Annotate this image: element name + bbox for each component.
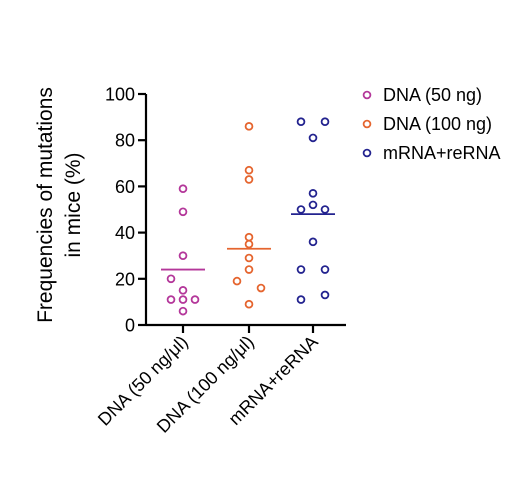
data-point-s2-3 [244,175,254,184]
data-point-s1-1 [178,184,188,194]
data-point-s2-2 [244,165,254,175]
data-point-s2-5 [244,239,254,249]
legend-label-1: DNA (50 ng) [383,85,482,105]
y-tick-label-20: 20 [115,269,135,289]
data-point-s2-8 [232,276,242,286]
data-point-s3-11 [296,295,306,304]
y-ticks: 0 20 40 60 80 100 [105,85,146,336]
data-point-s3-2 [320,117,330,127]
y-tick-label-60: 60 [115,177,135,197]
legend-label-3: mRNA+reRNA [383,143,501,163]
data-point-s3-5 [308,200,318,210]
y-axis-label-line-2: in mice (%) [62,152,85,257]
data-point-s3-7 [320,205,330,214]
data-point-s2-1 [244,122,254,131]
data-point-s3-12 [320,290,330,300]
data-point-s3-8 [308,237,318,247]
x-category-labels: DNA (50 ng/μl)DNA (100 ng/μl)mRNA+reRNA [94,325,322,437]
data-point-s3-6 [296,205,306,214]
y-tick-label-100: 100 [105,85,135,105]
legend-label-2: DNA (100 ng) [383,114,492,134]
data-point-s1-4 [166,274,176,284]
y-axis-label-line-1: Frequencies of mutations [34,87,57,323]
data-point-s3-10 [320,265,330,274]
mean-lines [161,213,335,271]
data-point-s2-6 [244,253,254,263]
data-point-s3-9 [296,265,306,274]
data-point-s1-5 [178,286,188,295]
data-point-s1-3 [178,251,188,261]
data-point-s1-8 [190,295,200,304]
data-point-s2-7 [244,265,254,274]
data-point-s3-3 [308,133,318,143]
data-point-s1-9 [178,306,188,316]
y-tick-label-40: 40 [115,223,135,243]
y-tick-label-80: 80 [115,131,135,151]
y-tick-label-0: 0 [125,316,135,336]
y-axis-label: Frequencies of mutations in mice (%) [34,87,85,323]
data-point-s2-4 [244,232,254,242]
data-point-s3-1 [296,117,306,127]
data-point-s1-6 [166,295,176,304]
data-point-s3-4 [308,189,318,198]
data-point-s2-10 [244,299,254,309]
data-points [166,117,330,316]
legend: DNA (50 ng) DNA (100 ng) mRNA+reRNA [362,85,501,163]
legend-marker-2 [362,119,372,129]
data-point-s1-7 [178,295,188,304]
legend-marker-1 [362,90,372,100]
legend-marker-3 [362,148,372,158]
data-point-s1-2 [178,207,188,217]
data-point-s2-9 [256,283,266,293]
